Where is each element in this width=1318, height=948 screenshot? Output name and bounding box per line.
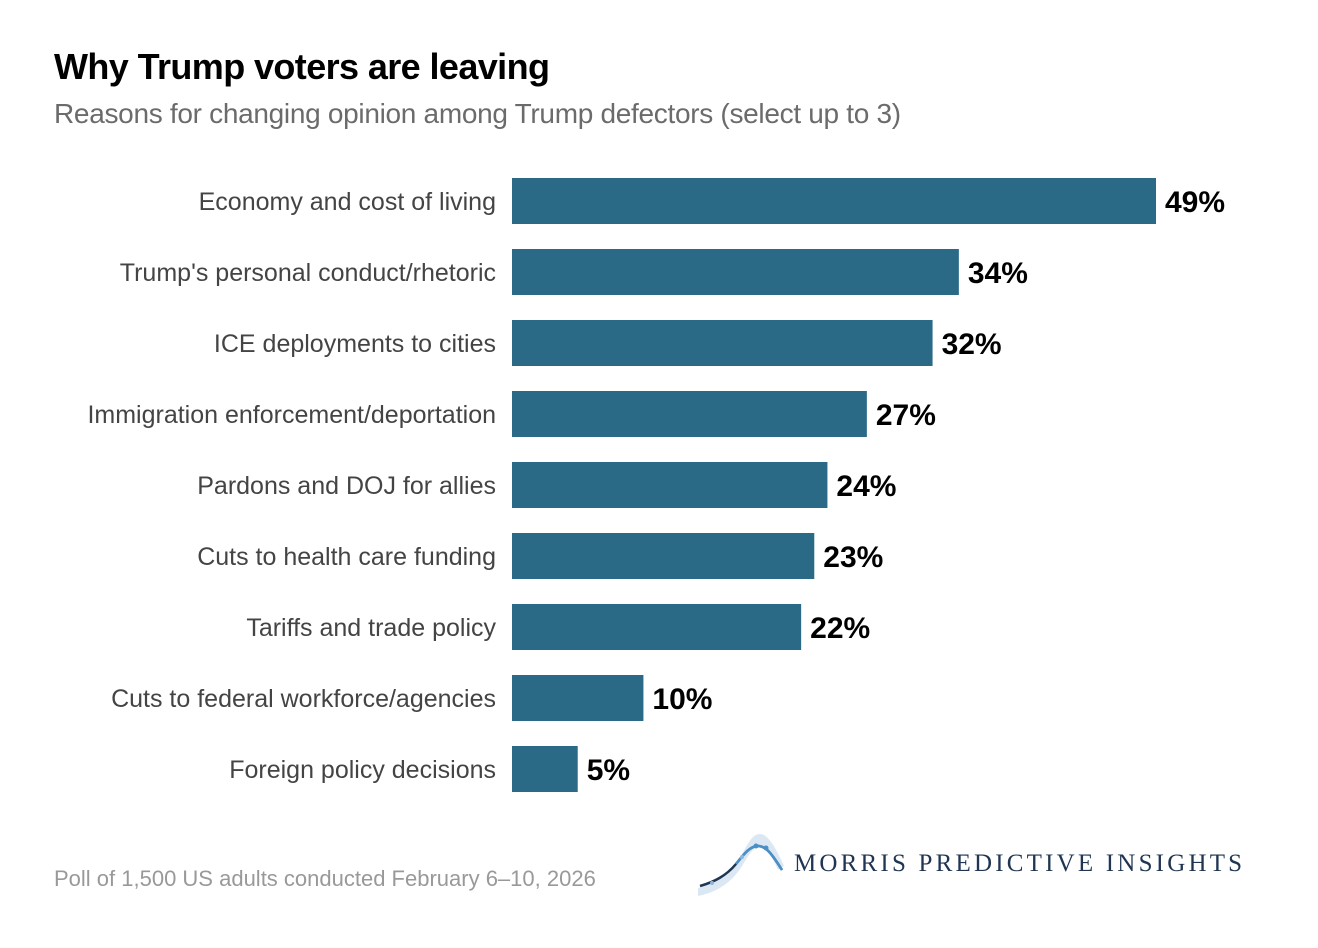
value-label: 22%	[810, 612, 870, 645]
value-label: 49%	[1165, 186, 1225, 219]
value-label: 34%	[968, 257, 1028, 290]
bar	[512, 249, 959, 295]
bell-curve-icon	[698, 834, 784, 896]
chart-subtitle: Reasons for changing opinion among Trump…	[54, 98, 901, 129]
bar	[512, 391, 867, 437]
chart-title: Why Trump voters are leaving	[54, 46, 550, 87]
category-label: Cuts to federal workforce/agencies	[111, 685, 496, 713]
category-label: Trump's personal conduct/rhetoric	[120, 259, 496, 287]
brand-name: MORRIS PREDICTIVE INSIGHTS	[794, 850, 1246, 877]
value-label: 24%	[836, 470, 896, 503]
category-label: Economy and cost of living	[199, 188, 496, 216]
category-label: Immigration enforcement/deportation	[87, 401, 496, 429]
value-label: 10%	[652, 683, 712, 716]
category-label: Foreign policy decisions	[229, 756, 496, 784]
bar	[512, 746, 578, 792]
bar	[512, 178, 1156, 224]
bar	[512, 320, 933, 366]
category-label: ICE deployments to cities	[214, 330, 496, 358]
category-label: Pardons and DOJ for allies	[197, 472, 496, 500]
bar	[512, 462, 828, 508]
brand-logo: MORRIS PREDICTIVE INSIGHTS	[696, 826, 1266, 902]
bar	[512, 533, 815, 579]
value-label: 27%	[876, 399, 936, 432]
value-label: 23%	[823, 541, 883, 574]
category-label: Cuts to health care funding	[197, 543, 496, 571]
bars-group: Economy and cost of living 49% Trump's per…	[87, 178, 1225, 792]
bar-chart: Economy and cost of living 49% Trump's per…	[87, 178, 1225, 792]
footer-note: Poll of 1,500 US adults conducted Februa…	[54, 866, 596, 891]
category-label: Tariffs and trade policy	[246, 614, 496, 642]
bar	[512, 675, 644, 721]
bar	[512, 604, 802, 650]
value-label: 5%	[587, 754, 630, 787]
value-label: 32%	[942, 328, 1002, 361]
